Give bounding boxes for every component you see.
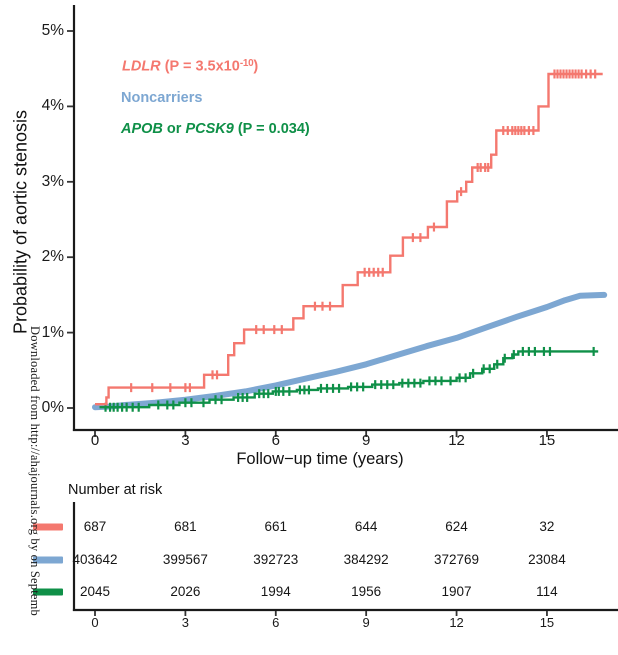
legend-text-segment: -10 xyxy=(239,58,254,69)
risk-x-tick-label: 12 xyxy=(449,615,464,630)
y-tick-label: 5% xyxy=(41,22,64,39)
x-tick-label: 9 xyxy=(361,432,371,449)
x-tick-label: 12 xyxy=(448,432,465,449)
ldlr-curve xyxy=(95,72,603,406)
legend-text-segment: APOB xyxy=(121,121,163,137)
risk-count: 403642 xyxy=(72,552,118,567)
legend-text-segment: or xyxy=(162,121,186,137)
legend-text-segment: PCSK9 xyxy=(185,121,234,137)
risk-count: 2045 xyxy=(79,584,111,599)
x-tick-label: 0 xyxy=(90,432,100,449)
risk-row-color-key xyxy=(33,588,63,596)
legend-entry-noncarriers: Noncarriers xyxy=(121,90,202,106)
y-tick-label: 1% xyxy=(41,323,64,341)
risk-count: 687 xyxy=(83,519,107,534)
y-tick-label: 4% xyxy=(41,97,64,115)
legend-text-segment: (P = 0.034) xyxy=(233,121,310,137)
noncarriers-curve xyxy=(92,291,608,411)
legend-text-segment: Noncarriers xyxy=(121,90,203,106)
risk-x-tick-label: 6 xyxy=(272,615,280,630)
risk-row-color-key xyxy=(33,556,63,564)
x-tick-label: 15 xyxy=(538,432,556,449)
x-axis-title: Follow−up time (years) xyxy=(236,450,404,468)
risk-x-tick-label: 9 xyxy=(362,615,370,630)
x-tick-label: 3 xyxy=(181,432,190,449)
risk-count: 392723 xyxy=(253,552,299,567)
risk-count: 681 xyxy=(174,519,197,534)
risk-count: 384292 xyxy=(343,552,389,567)
x-tick-label: 6 xyxy=(271,432,280,449)
risk-count: 661 xyxy=(264,519,288,534)
risk-count: 1907 xyxy=(441,584,472,599)
legend-text-segment: (P = 3.5x10 xyxy=(160,58,240,75)
risk-count: 1956 xyxy=(351,584,382,599)
legend-entry-apob-pcsk9: APOB or PCSK9 (P = 0.034) xyxy=(121,121,310,137)
y-tick-label: 3% xyxy=(41,172,64,190)
y-axis-title: Probability of aortic stenosis xyxy=(10,109,31,335)
risk-count: 114 xyxy=(536,584,558,599)
risk-x-tick-label: 15 xyxy=(539,615,555,630)
risk-row-color-key xyxy=(33,523,63,531)
risk-count: 2026 xyxy=(170,584,201,599)
risk-count: 372769 xyxy=(434,552,480,567)
watermark-text: Downloaded from http://ahajournals.org b… xyxy=(28,326,42,616)
legend-text-segment: ) xyxy=(253,58,259,75)
risk-x-tick-label: 0 xyxy=(91,615,99,630)
risk-x-tick-label: 3 xyxy=(181,615,189,630)
risk-count: 1994 xyxy=(260,584,291,599)
risk-table-title: Number at risk xyxy=(68,482,163,498)
risk-count: 624 xyxy=(445,519,468,534)
risk-count: 399567 xyxy=(162,552,208,567)
y-tick-label: 2% xyxy=(41,248,64,266)
legend-text-segment: LDLR xyxy=(122,58,161,75)
y-tick-label: 0% xyxy=(41,399,64,416)
risk-count: 32 xyxy=(539,519,555,534)
risk-count: 23084 xyxy=(528,552,566,567)
risk-count: 644 xyxy=(354,519,378,534)
legend-entry-ldlr: LDLR (P = 3.5x10-10) xyxy=(122,58,258,75)
